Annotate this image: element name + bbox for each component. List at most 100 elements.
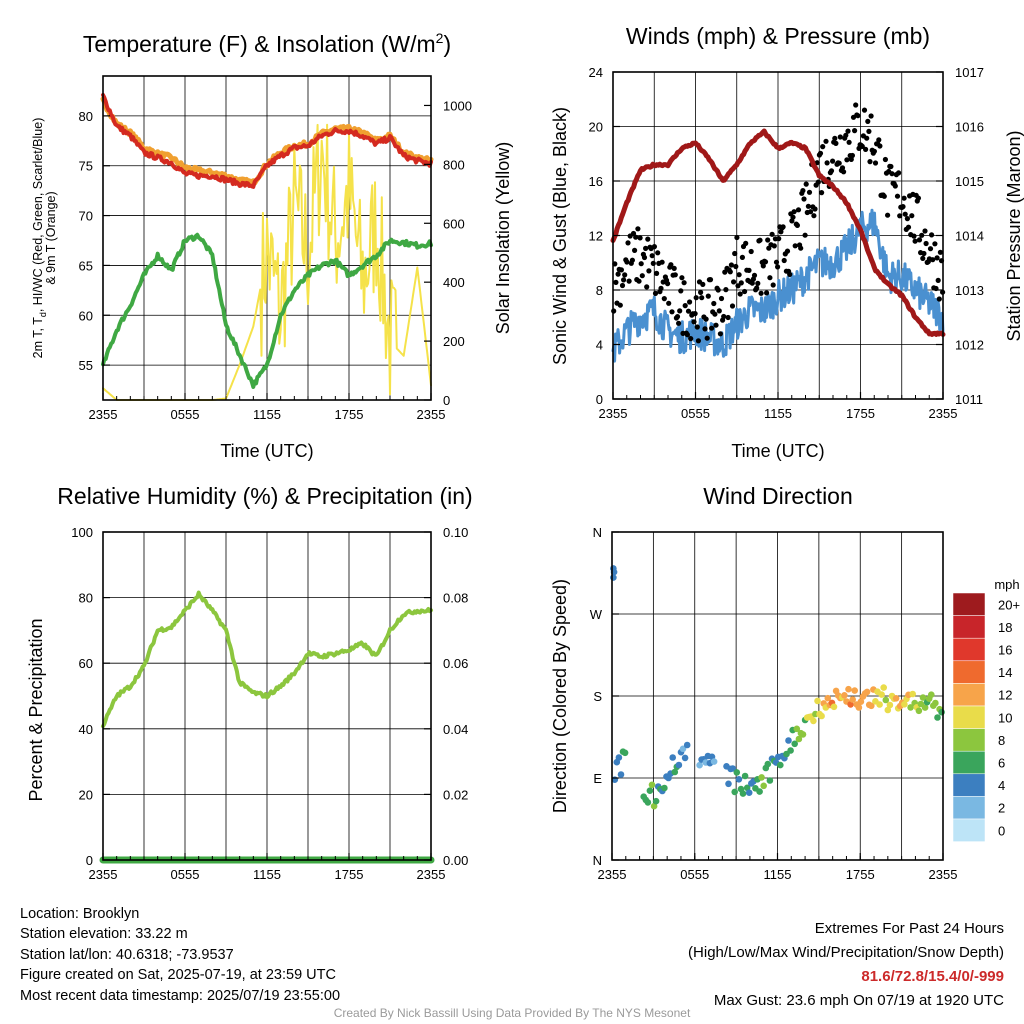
wind-ytick-label-left: 20 xyxy=(589,120,603,135)
wind-gust-point xyxy=(812,206,818,212)
dir-point xyxy=(758,774,765,781)
dir-ytick-label-left: N xyxy=(593,853,602,868)
wind-gust-point xyxy=(824,160,830,166)
wind-gust-point xyxy=(876,137,882,143)
rh-ytick-label-right: 0.06 xyxy=(443,656,468,671)
wind-gust-point xyxy=(643,245,649,251)
rh-ytick-label-left: 100 xyxy=(71,525,93,540)
rh-xtick-label: 2355 xyxy=(89,867,118,882)
dir-point xyxy=(892,695,900,702)
dir-legend-swatch xyxy=(952,796,986,820)
dir-point xyxy=(907,704,914,711)
wind-gust-point xyxy=(717,331,724,337)
dir-point xyxy=(617,771,625,778)
temp-ytick-label-left: 65 xyxy=(79,258,93,273)
dir-ytick-label-left: W xyxy=(590,607,603,622)
dir-point xyxy=(756,788,763,795)
wind-gust-point xyxy=(624,259,630,265)
rh-ytick-label-right: 0.00 xyxy=(443,853,468,868)
wind-gust-point xyxy=(784,248,791,254)
wind-gust-point xyxy=(698,289,704,295)
wind-gust-point xyxy=(764,290,770,296)
wind-gust-point xyxy=(769,231,775,237)
wind-gust-point xyxy=(882,156,889,163)
wind-gust-point xyxy=(877,143,883,149)
wind-ytick-label-right: 1013 xyxy=(955,283,984,298)
dir-title: Wind Direction xyxy=(703,483,853,509)
wind-gust-point xyxy=(863,146,869,152)
dir-legend-swatch xyxy=(952,637,986,662)
temp-ytick-label-left: 80 xyxy=(79,109,93,124)
wind-gust-point xyxy=(669,309,675,315)
temp-ylabel-sub: d xyxy=(38,312,48,317)
wind-gust-point xyxy=(635,226,641,232)
wind-gust-points xyxy=(611,102,946,344)
wind-gust-point xyxy=(800,188,806,194)
wind-gust-point xyxy=(868,113,874,119)
dir-point xyxy=(880,684,887,691)
wind-gust-point xyxy=(709,325,715,331)
wind-gust-point xyxy=(817,150,824,156)
temp-ytick-label-right: 400 xyxy=(443,275,465,290)
wind-gust-point xyxy=(613,279,619,285)
dir-legend-label: 20+ xyxy=(998,597,1020,612)
wind-gust-point xyxy=(770,282,776,288)
wind-gust-point xyxy=(633,234,639,240)
dir-point xyxy=(799,731,807,738)
temp-ytick-label-right: 0 xyxy=(443,393,450,408)
temp-xtick-label: 1155 xyxy=(253,407,281,422)
dir-point xyxy=(646,787,654,794)
wind-gust-point xyxy=(727,269,733,275)
wind-gust-point xyxy=(699,295,705,301)
wind-gust-point xyxy=(703,316,709,322)
dir-point xyxy=(795,735,803,743)
wind-gust-point xyxy=(932,241,938,247)
dir-legend-swatch xyxy=(952,705,986,729)
wind-title: Winds (mph) & Pressure (mb) xyxy=(626,23,930,49)
wind-ytick-label-left: 8 xyxy=(596,283,603,298)
rh-title: Relative Humidity (%) & Precipitation (i… xyxy=(57,483,472,509)
wind-gust-point xyxy=(700,281,706,287)
wind-gust-point xyxy=(716,308,722,314)
wind-gust-point xyxy=(671,265,677,271)
rh-ytick-label-right: 0.04 xyxy=(443,722,468,737)
dir-point xyxy=(725,780,732,788)
wind-gust-point xyxy=(936,296,942,302)
temp-ytick-label-left: 60 xyxy=(79,308,93,323)
dir-point xyxy=(938,708,945,716)
wind-gust-point xyxy=(896,170,902,176)
temp-xtick-label: 1755 xyxy=(335,407,364,422)
dir-legend-swatch xyxy=(952,818,986,842)
wind-gust-point xyxy=(668,262,674,268)
wind-gust-point xyxy=(652,290,659,296)
dir-point xyxy=(621,749,629,757)
temp-ylabel-line2: & 9m T (Orange) xyxy=(44,191,58,284)
wind-gust-point xyxy=(646,268,652,274)
wind-gust-point xyxy=(722,269,728,275)
temp-xtick-label: 0555 xyxy=(171,407,200,422)
wind-gust-point xyxy=(803,181,809,187)
wind-gust-point xyxy=(811,213,817,219)
extremes-subtitle: (High/Low/Max Wind/Precipitation/Snow De… xyxy=(688,944,1004,961)
rh-ytick-label-right: 0.10 xyxy=(443,525,468,540)
wind-gust-point xyxy=(639,273,645,279)
wind-gust-point xyxy=(846,139,852,145)
wind-gust-point xyxy=(705,293,711,299)
rh-xtick-label: 2355 xyxy=(417,867,446,882)
dir-ytick-label-left: N xyxy=(593,525,602,540)
wind-gust-point xyxy=(739,254,746,260)
wind-gust-point xyxy=(676,320,682,326)
temp-xtick-label: 2355 xyxy=(417,407,446,422)
dir-point xyxy=(884,706,892,714)
rh-humidity-line xyxy=(101,590,433,729)
dir-legend-label: 0 xyxy=(998,823,1005,838)
wind-gust-point xyxy=(841,169,847,175)
wind-gust-point xyxy=(930,257,936,263)
wind-ytick-label-right: 1015 xyxy=(955,174,984,189)
wind-gust-point xyxy=(920,255,926,261)
wind-gust-point xyxy=(888,163,894,170)
wind-gust-point xyxy=(833,140,839,146)
rh-ytick-label-right: 0.08 xyxy=(443,591,468,606)
dir-legend-label: 12 xyxy=(998,688,1012,703)
dir-outlier-point xyxy=(610,574,617,581)
